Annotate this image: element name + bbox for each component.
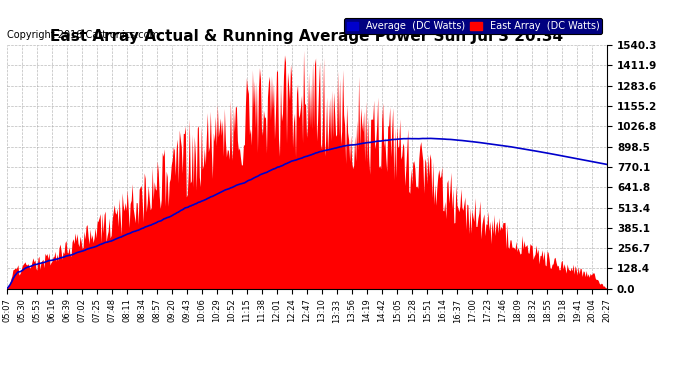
Text: Copyright 2016 Cartronics.com: Copyright 2016 Cartronics.com: [7, 30, 159, 40]
Title: East Array Actual & Running Average Power Sun Jul 3 20:34: East Array Actual & Running Average Powe…: [50, 29, 564, 44]
Legend: Average  (DC Watts), East Array  (DC Watts): Average (DC Watts), East Array (DC Watts…: [344, 18, 602, 34]
